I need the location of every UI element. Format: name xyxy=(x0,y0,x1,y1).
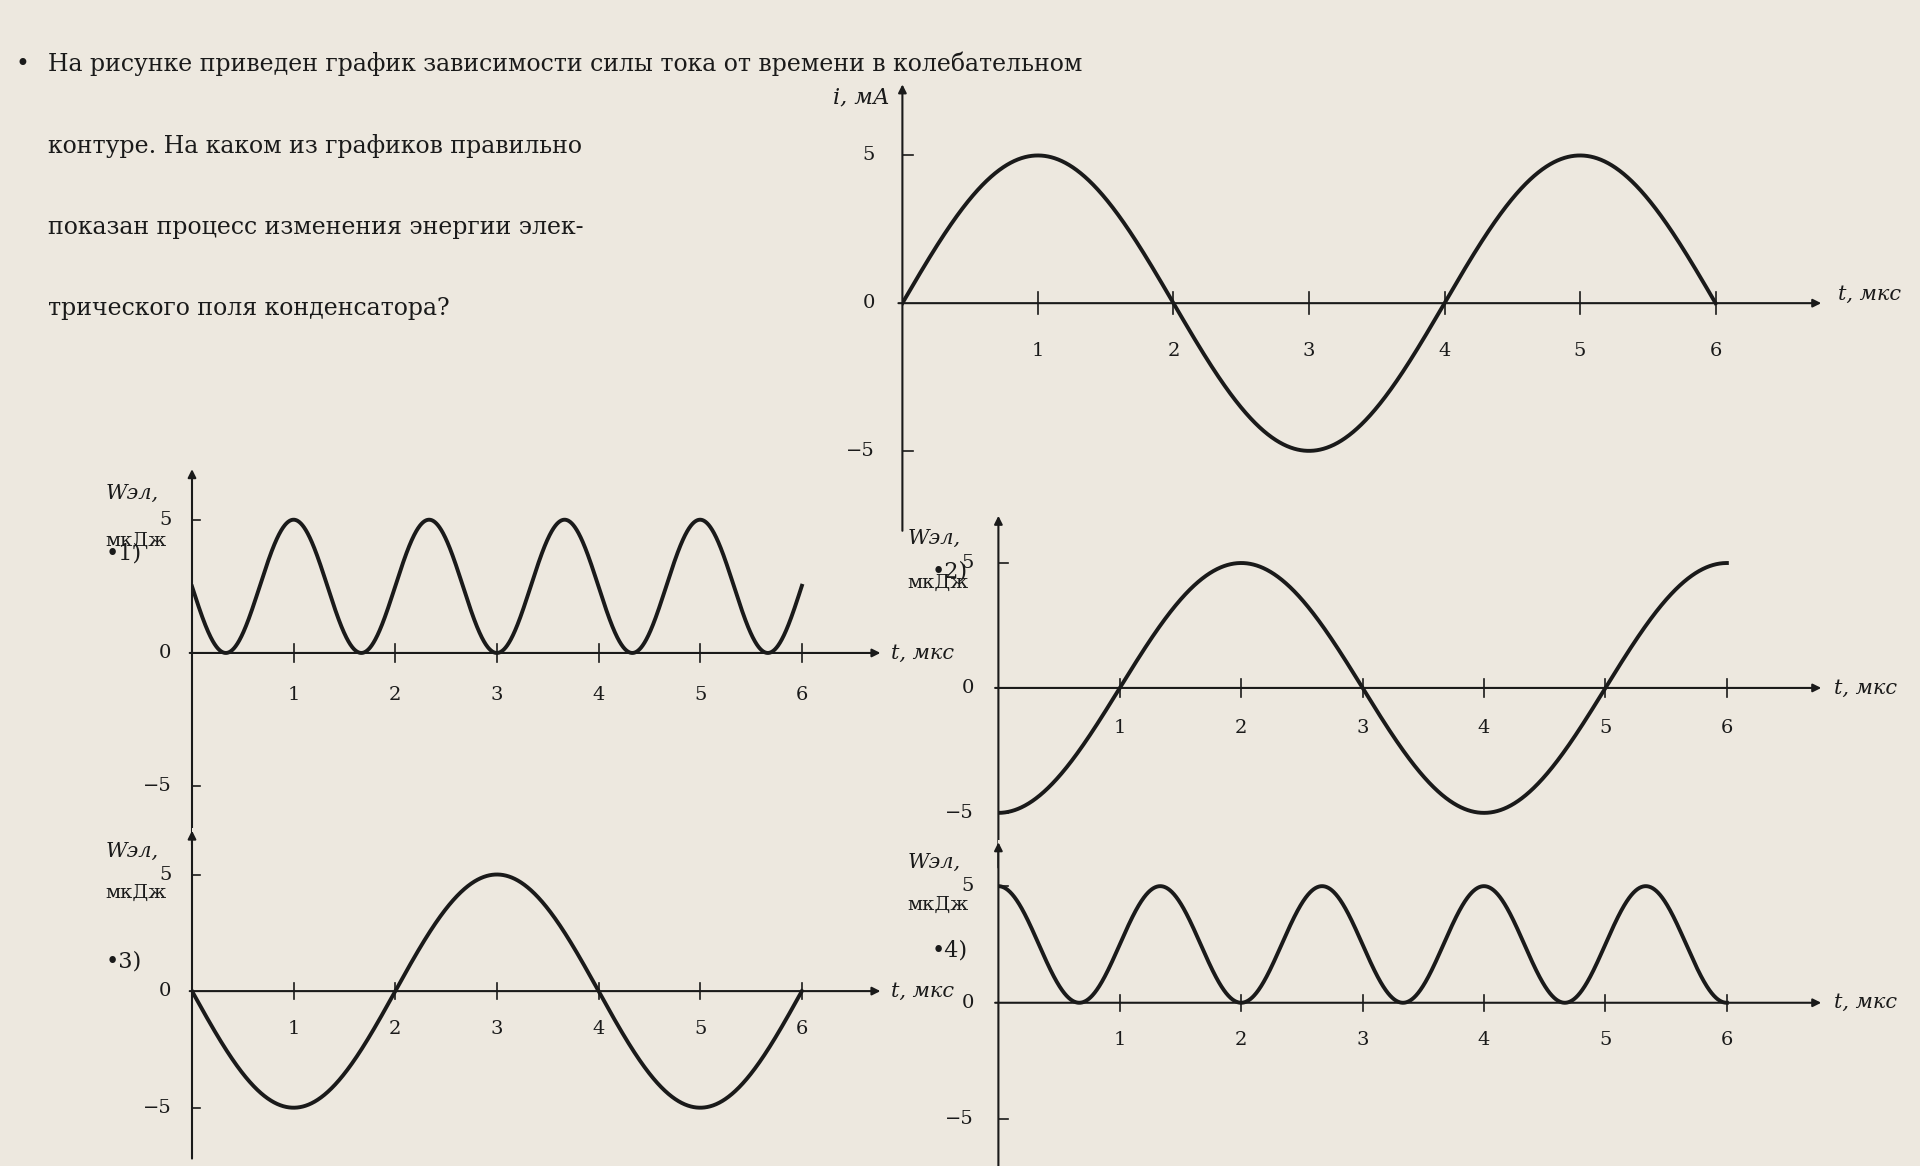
Text: 4: 4 xyxy=(1478,1031,1490,1049)
Text: Wэл,: Wэл, xyxy=(908,528,960,548)
Text: 3: 3 xyxy=(1304,342,1315,360)
Text: показан процесс изменения энергии элек-: показан процесс изменения энергии элек- xyxy=(48,216,584,239)
Text: t, мкс: t, мкс xyxy=(1834,993,1897,1012)
Text: 0: 0 xyxy=(962,679,973,697)
Text: 4: 4 xyxy=(1438,342,1452,360)
Text: 5: 5 xyxy=(1599,718,1611,737)
Text: −5: −5 xyxy=(142,1098,171,1117)
Text: 5: 5 xyxy=(962,877,973,895)
Text: 5: 5 xyxy=(1574,342,1586,360)
Text: мкДж: мкДж xyxy=(908,574,968,592)
Text: 1: 1 xyxy=(1114,1031,1125,1049)
Text: 6: 6 xyxy=(795,1019,808,1038)
Text: i, мА: i, мА xyxy=(833,86,891,108)
Text: 3: 3 xyxy=(1356,718,1369,737)
Text: •2): •2) xyxy=(931,561,968,582)
Text: 5: 5 xyxy=(159,511,171,528)
Text: 5: 5 xyxy=(962,554,973,573)
Text: −5: −5 xyxy=(945,803,973,822)
Text: 2: 2 xyxy=(1167,342,1179,360)
Text: трического поля конденсатора?: трического поля конденсатора? xyxy=(48,297,449,321)
Text: 6: 6 xyxy=(1709,342,1722,360)
Text: 0: 0 xyxy=(962,993,973,1012)
Text: 5: 5 xyxy=(159,865,171,884)
Text: 0: 0 xyxy=(159,982,171,1000)
Text: •1): •1) xyxy=(106,543,142,564)
Text: Wэл,: Wэл, xyxy=(106,842,159,861)
Text: 4: 4 xyxy=(1478,718,1490,737)
Text: 2: 2 xyxy=(390,1019,401,1038)
Text: −5: −5 xyxy=(847,442,876,459)
Text: 5: 5 xyxy=(1599,1031,1611,1049)
Text: 6: 6 xyxy=(1720,718,1734,737)
Text: 1: 1 xyxy=(1031,342,1044,360)
Text: t, мкс: t, мкс xyxy=(1837,285,1901,304)
Text: Wэл,: Wэл, xyxy=(908,854,960,872)
Text: 4: 4 xyxy=(593,686,605,703)
Text: −5: −5 xyxy=(142,778,171,795)
Text: контуре. На каком из графиков правильно: контуре. На каком из графиков правильно xyxy=(48,134,582,157)
Text: 6: 6 xyxy=(795,686,808,703)
Text: 6: 6 xyxy=(1720,1031,1734,1049)
Text: 1: 1 xyxy=(1114,718,1125,737)
Text: t, мкс: t, мкс xyxy=(1834,679,1897,697)
Text: 3: 3 xyxy=(492,686,503,703)
Text: t, мкс: t, мкс xyxy=(891,644,954,662)
Text: мкДж: мкДж xyxy=(106,884,167,902)
Text: •: • xyxy=(15,52,29,76)
Text: мкДж: мкДж xyxy=(908,895,968,914)
Text: мкДж: мкДж xyxy=(106,532,167,550)
Text: 0: 0 xyxy=(862,294,876,312)
Text: t, мкс: t, мкс xyxy=(891,982,954,1000)
Text: •4): •4) xyxy=(931,940,968,961)
Text: −5: −5 xyxy=(945,1110,973,1129)
Text: Wэл,: Wэл, xyxy=(106,484,159,503)
Text: 4: 4 xyxy=(593,1019,605,1038)
Text: На рисунке приведен график зависимости силы тока от времени в колебательном: На рисунке приведен график зависимости с… xyxy=(48,51,1083,77)
Text: 3: 3 xyxy=(1356,1031,1369,1049)
Text: •3): •3) xyxy=(106,951,142,972)
Text: 2: 2 xyxy=(390,686,401,703)
Text: 5: 5 xyxy=(693,1019,707,1038)
Text: 1: 1 xyxy=(288,1019,300,1038)
Text: 3: 3 xyxy=(492,1019,503,1038)
Text: 2: 2 xyxy=(1235,1031,1248,1049)
Text: 5: 5 xyxy=(693,686,707,703)
Text: 0: 0 xyxy=(159,644,171,662)
Text: 1: 1 xyxy=(288,686,300,703)
Text: 2: 2 xyxy=(1235,718,1248,737)
Text: 5: 5 xyxy=(862,147,876,164)
